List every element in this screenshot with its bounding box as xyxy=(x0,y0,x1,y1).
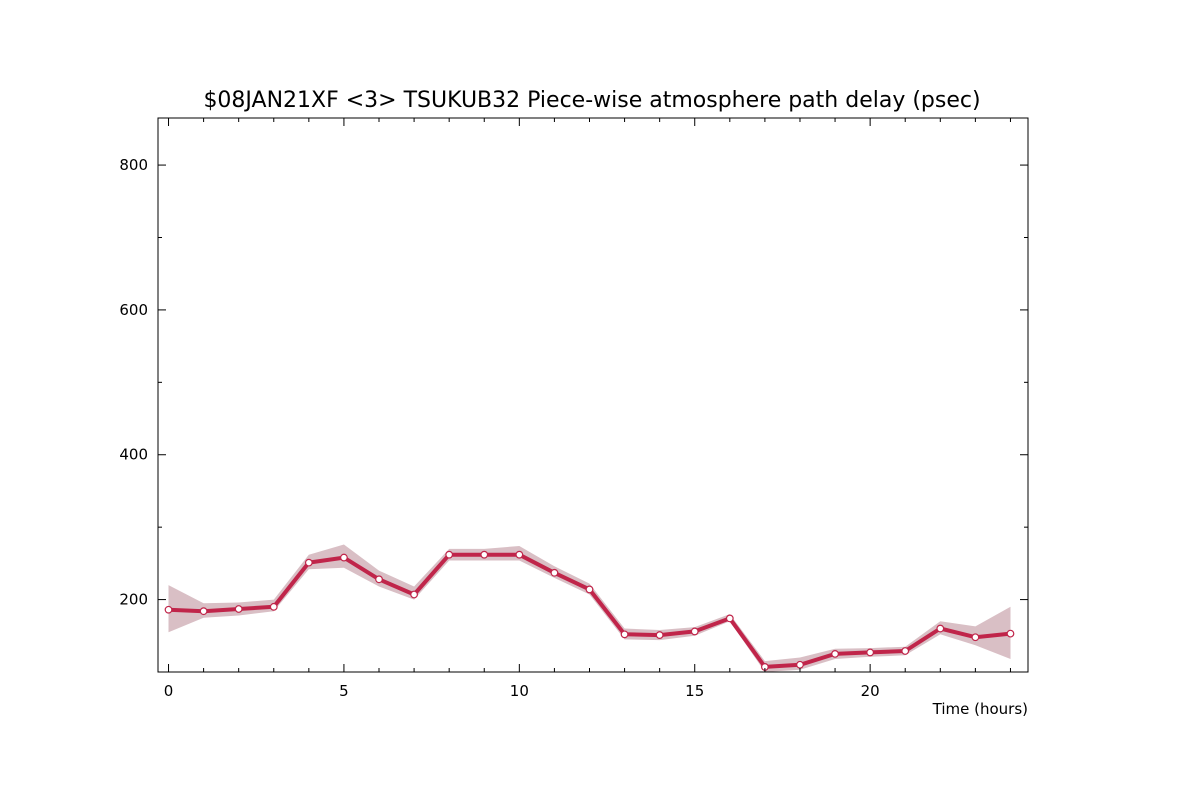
y-tick-label: 200 xyxy=(119,591,148,609)
data-point xyxy=(340,553,348,562)
data-point xyxy=(655,631,664,639)
data-point xyxy=(234,605,243,613)
data-point xyxy=(515,550,524,559)
data-point xyxy=(410,590,418,599)
data-point xyxy=(375,575,383,584)
plot-frame xyxy=(157,117,1029,673)
data-point xyxy=(199,607,208,616)
chart-title: $08JAN21XF <3> TSUKUB32 Piece-wise atmos… xyxy=(203,88,980,113)
x-tick-label: 0 xyxy=(164,682,174,700)
data-point xyxy=(936,624,945,633)
data-point xyxy=(901,647,910,655)
series-line xyxy=(168,552,1011,669)
data-point-layer xyxy=(164,550,1015,671)
data-point xyxy=(164,605,173,614)
y-tick-label: 600 xyxy=(119,301,148,319)
tick-layer: 0 5 10 15 20 200 400 600 800 xyxy=(119,118,1028,700)
data-point xyxy=(620,630,629,639)
x-tick-label: 15 xyxy=(685,682,704,700)
series-line-layer xyxy=(168,552,1011,669)
data-point xyxy=(1006,629,1015,638)
x-tick-label: 20 xyxy=(861,682,880,700)
data-point xyxy=(866,648,875,657)
data-point xyxy=(971,633,980,642)
y-tick-label: 400 xyxy=(119,446,148,464)
data-point xyxy=(445,550,454,559)
data-point xyxy=(585,585,594,594)
data-point xyxy=(831,649,839,658)
x-tick-label: 10 xyxy=(510,682,529,700)
data-point xyxy=(725,614,734,623)
data-point xyxy=(269,602,278,611)
x-axis-label: Time (hours) xyxy=(932,700,1028,718)
data-point xyxy=(550,568,559,577)
y-tick-label: 800 xyxy=(119,156,148,174)
data-point xyxy=(304,558,313,567)
data-point xyxy=(480,550,489,559)
x-tick-label: 5 xyxy=(339,682,349,700)
data-point xyxy=(690,627,699,636)
data-point xyxy=(796,660,804,669)
